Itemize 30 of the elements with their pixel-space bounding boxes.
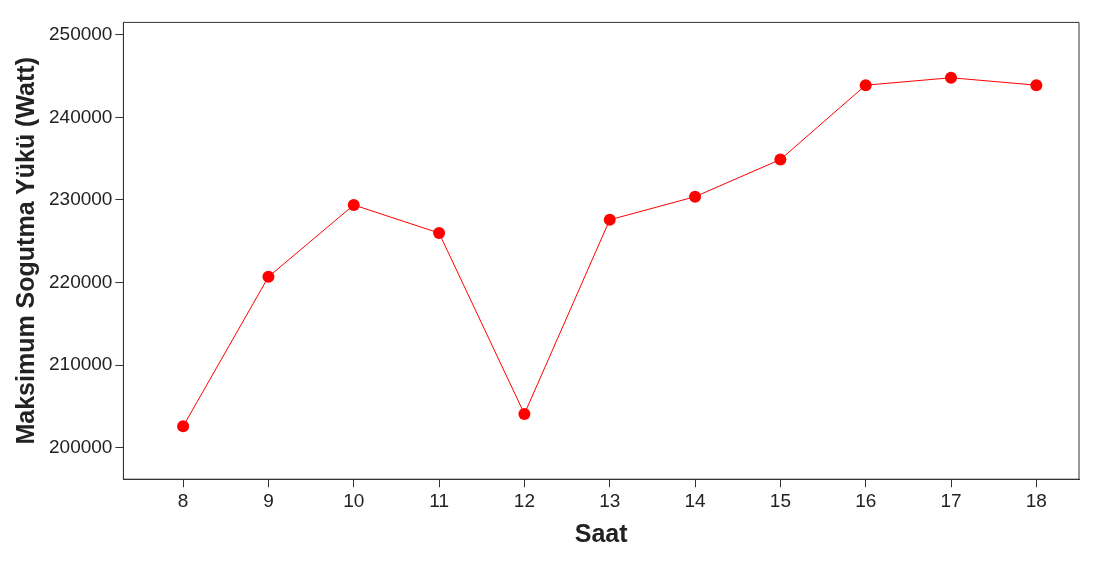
y-axis-title: Maksimum Sogutma Yükü (Watt) bbox=[10, 57, 39, 445]
x-axis-title: Saat bbox=[574, 518, 629, 547]
x-tick-label: 17 bbox=[940, 489, 962, 511]
x-tick-label: 15 bbox=[769, 489, 791, 511]
x-tick-label: 8 bbox=[177, 489, 189, 511]
point bbox=[518, 407, 531, 420]
point bbox=[1030, 79, 1043, 92]
x-tick-label: 12 bbox=[513, 489, 535, 511]
point bbox=[859, 79, 872, 92]
x-tick-label: 14 bbox=[684, 489, 707, 511]
y-tick-label: 200000 bbox=[49, 436, 113, 458]
point bbox=[603, 213, 616, 226]
y-tick-label: 210000 bbox=[49, 353, 113, 375]
x-tick-label: 18 bbox=[1025, 489, 1047, 511]
y-tick-label: 230000 bbox=[49, 188, 113, 210]
y-tick-label: 220000 bbox=[49, 270, 113, 292]
point bbox=[774, 153, 787, 166]
point bbox=[945, 71, 958, 84]
x-tick-label: 11 bbox=[429, 489, 449, 511]
point bbox=[347, 198, 360, 211]
x-tick-label: 9 bbox=[263, 489, 274, 511]
point bbox=[177, 420, 190, 433]
point bbox=[433, 227, 446, 240]
point bbox=[689, 190, 702, 203]
x-tick-label: 16 bbox=[855, 489, 877, 511]
x-tick-label: 10 bbox=[343, 489, 365, 511]
point bbox=[262, 270, 275, 283]
y-tick-label: 250000 bbox=[49, 23, 113, 45]
x-tick-label: 13 bbox=[599, 489, 621, 511]
y-tick-label: 240000 bbox=[49, 105, 113, 127]
